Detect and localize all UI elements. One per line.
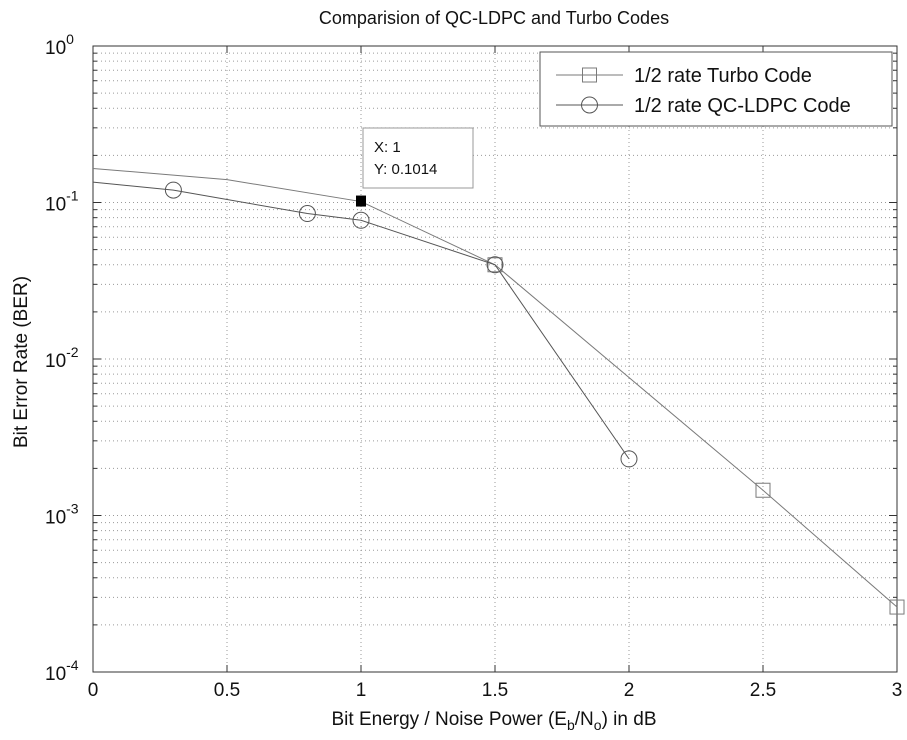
- data-tip-y: Y: 0.1014: [374, 161, 437, 178]
- legend-box: [539, 51, 893, 127]
- data-point-ldpc: [486, 256, 504, 274]
- x-axis-label: Bit Energy / Noise Power (Eb/No) in dB: [332, 709, 657, 733]
- y-axis-label: Bit Error Rate (BER): [11, 276, 32, 448]
- y-tick-label: 10-4: [45, 657, 79, 685]
- data-tip-box: [362, 127, 474, 189]
- data-point-turbo: [889, 599, 905, 615]
- axis-ticks: 0 0.5 1 1.5 2 2.5 3 100 10-1 10-2 10-3 10-4: [45, 31, 902, 701]
- legend: 1/2 rate Turbo Code 1/2 rate QC-LDPC Cod…: [539, 51, 893, 127]
- series-line-turbo: [92, 167, 898, 608]
- x-tick-label: 2: [624, 680, 635, 701]
- x-tick-label: 0.5: [214, 680, 240, 701]
- data-point-ldpc: [164, 181, 182, 199]
- x-tick-label: 1.5: [482, 680, 508, 701]
- x-tick-label: 0: [88, 680, 99, 701]
- legend-marker-circle: [581, 96, 598, 114]
- data-tip-marker: [356, 195, 366, 207]
- data-point-turbo: [487, 257, 503, 273]
- data-point-ldpc: [620, 450, 638, 468]
- data-tip: X: 1 Y: 0.1014: [362, 127, 474, 189]
- x-tick-label: 3: [892, 680, 903, 701]
- legend-marker-square: [582, 67, 597, 83]
- grid: [93, 46, 897, 672]
- series-line-ldpc: [92, 181, 630, 460]
- chart-title: Comparision of QC-LDPC and Turbo Codes: [319, 8, 669, 28]
- data-point-turbo: [755, 482, 771, 498]
- data-tip-x: X: 1: [374, 139, 401, 156]
- data-point-ldpc: [298, 205, 316, 223]
- y-tick-label: 10-3: [45, 501, 79, 529]
- x-tick-label: 2.5: [750, 680, 776, 701]
- legend-label-ldpc: 1/2 rate QC-LDPC Code: [634, 95, 851, 117]
- y-tick-label: 10-2: [45, 344, 79, 372]
- series-layer: [92, 167, 905, 615]
- x-tick-label: 1: [356, 680, 367, 701]
- data-point-ldpc: [352, 211, 370, 229]
- y-tick-label: 100: [45, 31, 74, 59]
- y-tick-label: 10-1: [45, 188, 79, 216]
- legend-label-turbo: 1/2 rate Turbo Code: [634, 65, 812, 87]
